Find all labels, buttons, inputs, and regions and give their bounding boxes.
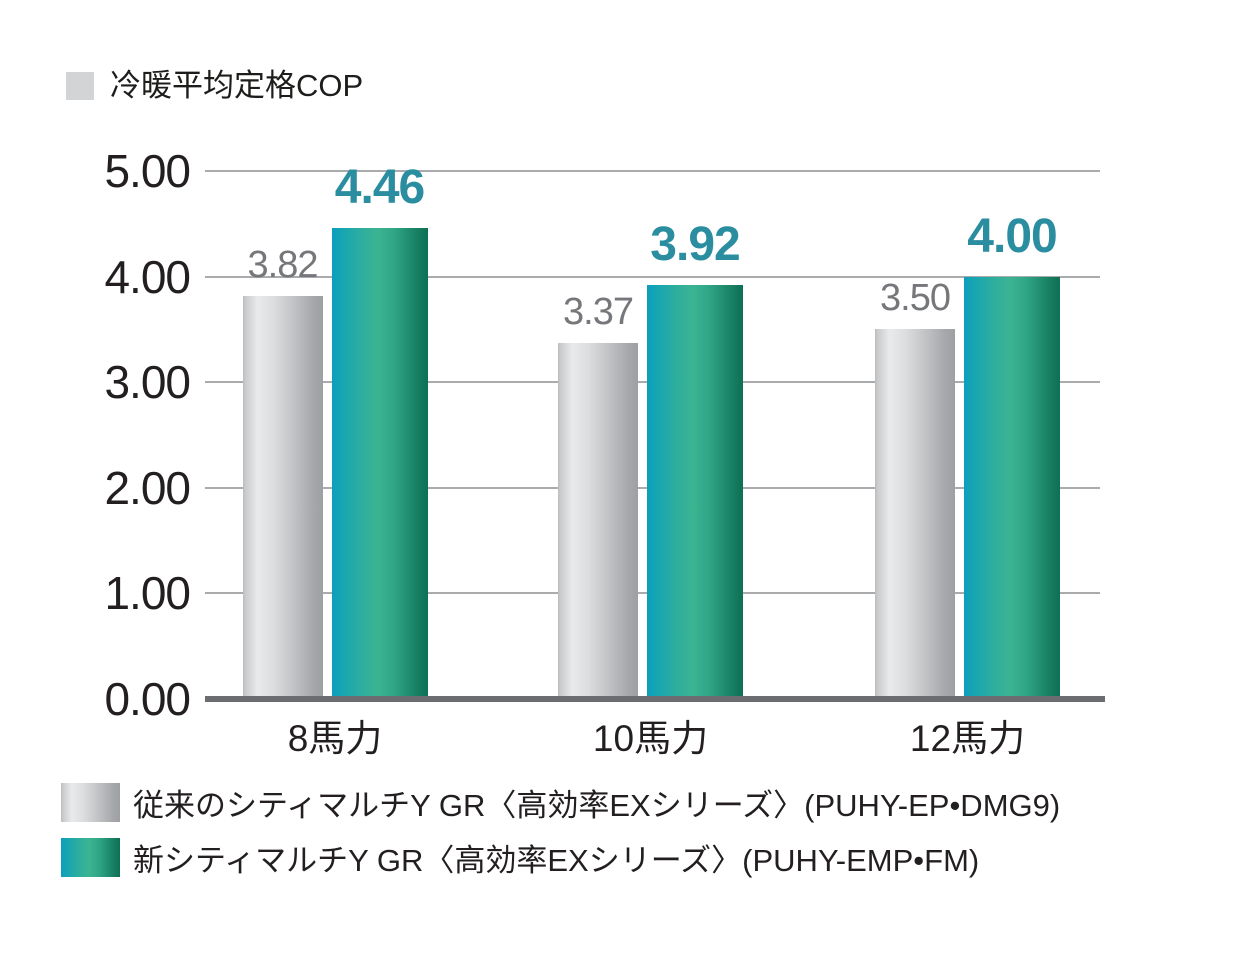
x-tick-label: 12馬力	[909, 718, 1026, 759]
bar-conventional	[242, 295, 323, 699]
gridline	[205, 275, 1100, 278]
x-axis: 8馬力 10馬力 12馬力	[205, 708, 1100, 759]
bar-new	[647, 285, 743, 699]
y-tick-label: 1.00	[104, 567, 191, 620]
bar-value-new: 4.00	[967, 209, 1057, 263]
y-tick-label: 0.00	[104, 673, 191, 725]
bar-value-conventional: 3.37	[563, 291, 634, 334]
bar-value-new: 4.46	[334, 161, 425, 215]
legend-label-new: 新シティマルチY GR〈高効率EXシリーズ〉(PUHY-EMP•FM)	[133, 843, 980, 878]
x-axis-baseline	[205, 696, 1106, 702]
bar-new	[331, 228, 428, 699]
bar-value-conventional: 3.82	[247, 243, 319, 286]
legend-label-conventional: 従来のシティマルチY GR〈高効率EXシリーズ〉(PUHY-EP•DMG9)	[133, 788, 1061, 823]
bar-new	[964, 276, 1060, 699]
y-tick-label: 2.00	[104, 461, 191, 514]
bar-conventional	[875, 329, 955, 699]
x-tick-label: 10馬力	[592, 718, 709, 759]
legend-item: 従来のシティマルチY GR〈高効率EXシリーズ〉(PUHY-EP•DMG9)	[61, 780, 1060, 825]
x-tick-label: 8馬力	[287, 718, 383, 759]
legend-swatch-new	[61, 838, 120, 877]
bar-value-new: 3.92	[650, 218, 740, 272]
bar-conventional	[558, 343, 638, 699]
plot-area: 3.82 3.37 3.50 4.46 3.92 4.00	[205, 161, 1106, 702]
bar-value-conventional: 3.50	[880, 277, 951, 320]
y-tick-label: 3.00	[104, 356, 191, 409]
y-tick-label: 4.00	[104, 250, 191, 303]
legend-swatch-conventional	[61, 783, 120, 822]
chart-title: 冷暖平均定格COP	[110, 68, 364, 103]
legend: 従来のシティマルチY GR〈高効率EXシリーズ〉(PUHY-EP•DMG9) 新…	[61, 780, 1060, 890]
y-tick-label: 5.00	[104, 145, 191, 197]
gridline	[205, 170, 1100, 172]
legend-item: 新シティマルチY GR〈高効率EXシリーズ〉(PUHY-EMP•FM)	[61, 835, 1060, 880]
title-bullet-swatch	[66, 72, 94, 100]
